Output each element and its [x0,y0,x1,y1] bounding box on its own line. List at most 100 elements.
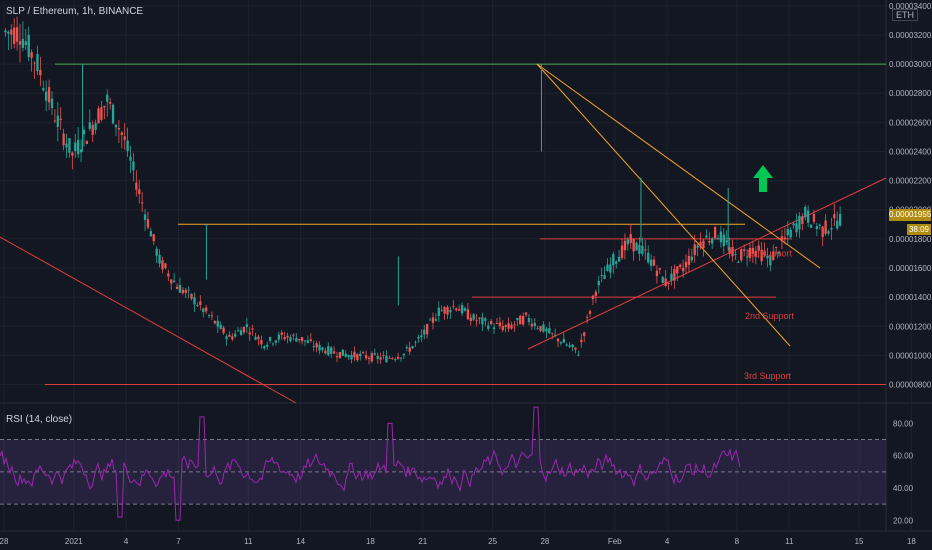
price-candle [271,343,275,345]
price-candle [495,322,499,324]
price-candle [321,347,324,351]
price-candle [772,251,775,261]
price-candle [213,320,217,324]
price-candle [4,30,7,33]
price-candle [600,274,603,276]
price-candle [7,31,10,34]
rsi-tick-label: 20.00 [893,516,914,525]
price-candle [603,275,606,279]
price-candle [676,266,679,274]
date-tick-label: 11 [244,537,253,546]
price-tick-label: 0.00003400 [889,2,932,11]
price-tick-label: 0.00002800 [889,89,932,98]
countdown-tag: 38:09 [907,224,931,235]
price-candle [804,206,807,218]
date-tick-label: 11 [785,537,794,546]
price-candle [638,244,641,255]
price-candle [30,52,33,58]
price-candle [74,142,77,152]
resistance-trendline [536,63,791,347]
price-candle [583,332,586,337]
price-candle [140,202,144,204]
price-candle [507,323,510,329]
price-candle [187,289,190,291]
price-tick-label: 0.00002600 [889,118,932,127]
price-candle [594,291,597,296]
price-candle [120,132,123,136]
price-candle [39,69,42,76]
price-tick-label: 0.00001600 [889,264,932,273]
price-candle [341,349,344,356]
price-candle [263,346,266,349]
price-candle [641,245,644,254]
price-candle [312,346,315,348]
price-candle [649,259,653,266]
price-candle [574,347,577,350]
price-candle [376,355,379,359]
price-candle [417,337,420,339]
support-annotations: 1st Support 2nd Support 3rd Support [744,248,795,380]
price-candle [481,317,484,325]
date-tick-label: 25 [488,537,497,546]
price-candle [458,309,461,311]
price-candle [242,326,246,333]
date-axis: 28202147111418212528Feb4811151822 [0,537,916,546]
price-candle [763,251,766,256]
date-tick-label: 18 [907,537,916,546]
price-candle [812,214,816,222]
price-candle [766,255,769,259]
price-candle [510,324,513,329]
price-candle [268,337,272,342]
up-arrow-icon [753,165,773,192]
price-candle [379,357,382,360]
price-candle [585,317,589,318]
price-candle [821,226,824,237]
price-candle [617,256,621,262]
price-candle [146,219,150,228]
price-tick-label: 0.00000800 [889,381,932,390]
price-candle [725,240,728,243]
price-candle [167,273,170,277]
price-candle [56,115,59,127]
price-candle [623,240,627,251]
price-candle [300,337,304,342]
date-tick-label: 28 [540,537,549,546]
price-candle [606,264,609,271]
price-candle [519,315,522,325]
price-candle [484,318,487,321]
price-candle [571,344,574,348]
price-candle [492,327,496,330]
price-candle [344,353,347,357]
price-candle [426,324,429,335]
price-candle [62,133,65,146]
price-candle [85,141,89,144]
price-candle [399,357,403,359]
price-tick-label: 0.00002400 [889,147,932,156]
price-candle [635,242,638,251]
price-candle [216,320,219,327]
price-candle [385,355,388,363]
price-candle [370,353,374,362]
price-candle [527,318,531,322]
price-candle [658,268,661,270]
price-tick-label: 0.00001400 [889,293,932,302]
price-candle [449,310,452,313]
price-candle [702,240,705,249]
trendlines [0,63,887,404]
price-axis: 0.00003400 0.00003200 0.00003000 0.00002800… [889,2,932,390]
price-candle [114,124,118,128]
price-candle [13,27,16,44]
price-candle [292,334,295,336]
price-candle [91,124,94,135]
rsi-pane: 80.00 60.00 40.00 20.00 [0,406,914,525]
price-candle [818,224,821,226]
price-candle [164,263,167,269]
price-candle [548,328,551,334]
price-candle [248,332,251,335]
price-candle [775,247,778,248]
price-candle [36,54,39,71]
price-candle [632,238,635,252]
price-candle [423,329,426,335]
price-candle [751,247,755,254]
